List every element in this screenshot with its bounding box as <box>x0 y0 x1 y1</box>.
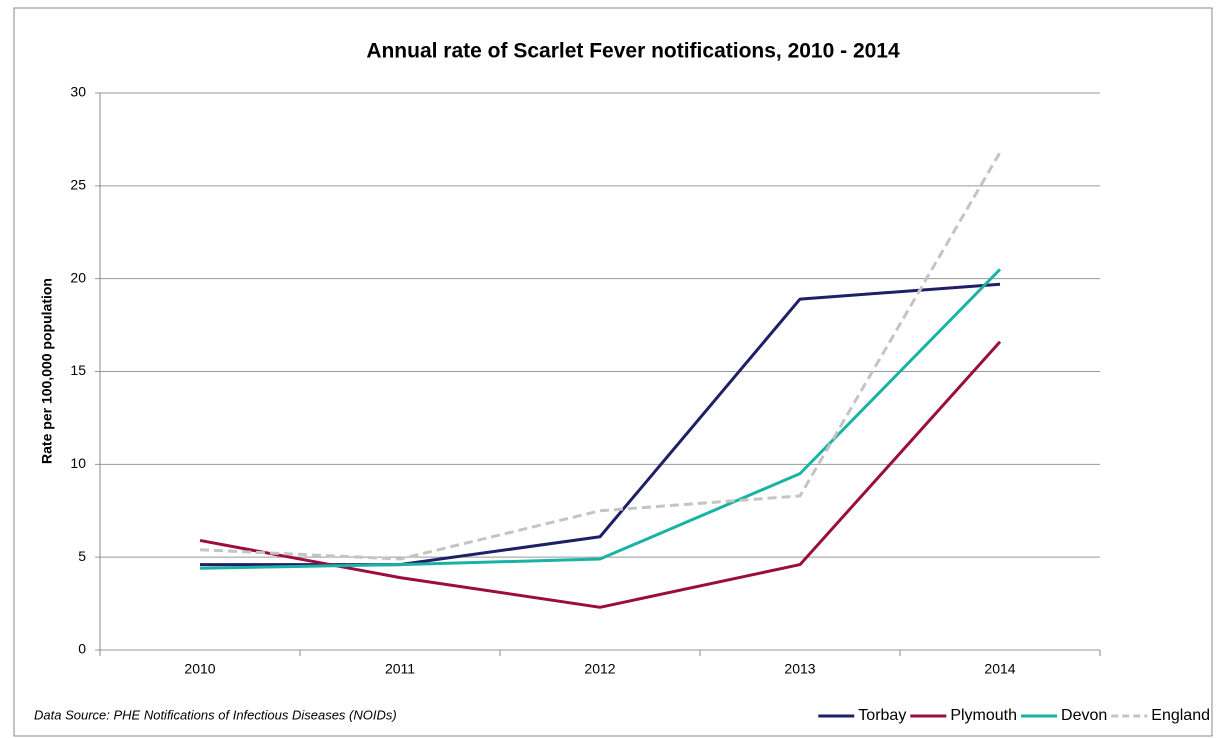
y-tick-label: 20 <box>70 269 86 285</box>
x-tick-label: 2014 <box>984 661 1015 677</box>
series-line <box>199 268 1002 570</box>
y-axis-label: Rate per 100,000 population <box>39 278 55 464</box>
y-tick-label: 0 <box>78 641 86 657</box>
legend-label: Devon <box>1061 707 1107 724</box>
legend-label: England <box>1151 707 1210 724</box>
legend-label: Torbay <box>858 707 906 724</box>
series-line <box>199 151 1002 561</box>
x-tick-label: 2011 <box>385 661 415 677</box>
x-tick-label: 2010 <box>184 661 215 677</box>
x-tick-label: 2012 <box>584 661 615 677</box>
x-tick-label: 2013 <box>784 661 815 677</box>
y-tick-label: 30 <box>70 84 86 100</box>
source-note: Data Source: PHE Notifications of Infect… <box>34 707 397 722</box>
y-tick-label: 10 <box>70 455 86 471</box>
legend-label: Plymouth <box>950 707 1017 724</box>
y-tick-label: 5 <box>78 548 86 564</box>
y-tick-label: 15 <box>70 362 86 378</box>
y-tick-label: 25 <box>70 177 86 193</box>
chart-title: Annual rate of Scarlet Fever notificatio… <box>366 40 900 63</box>
